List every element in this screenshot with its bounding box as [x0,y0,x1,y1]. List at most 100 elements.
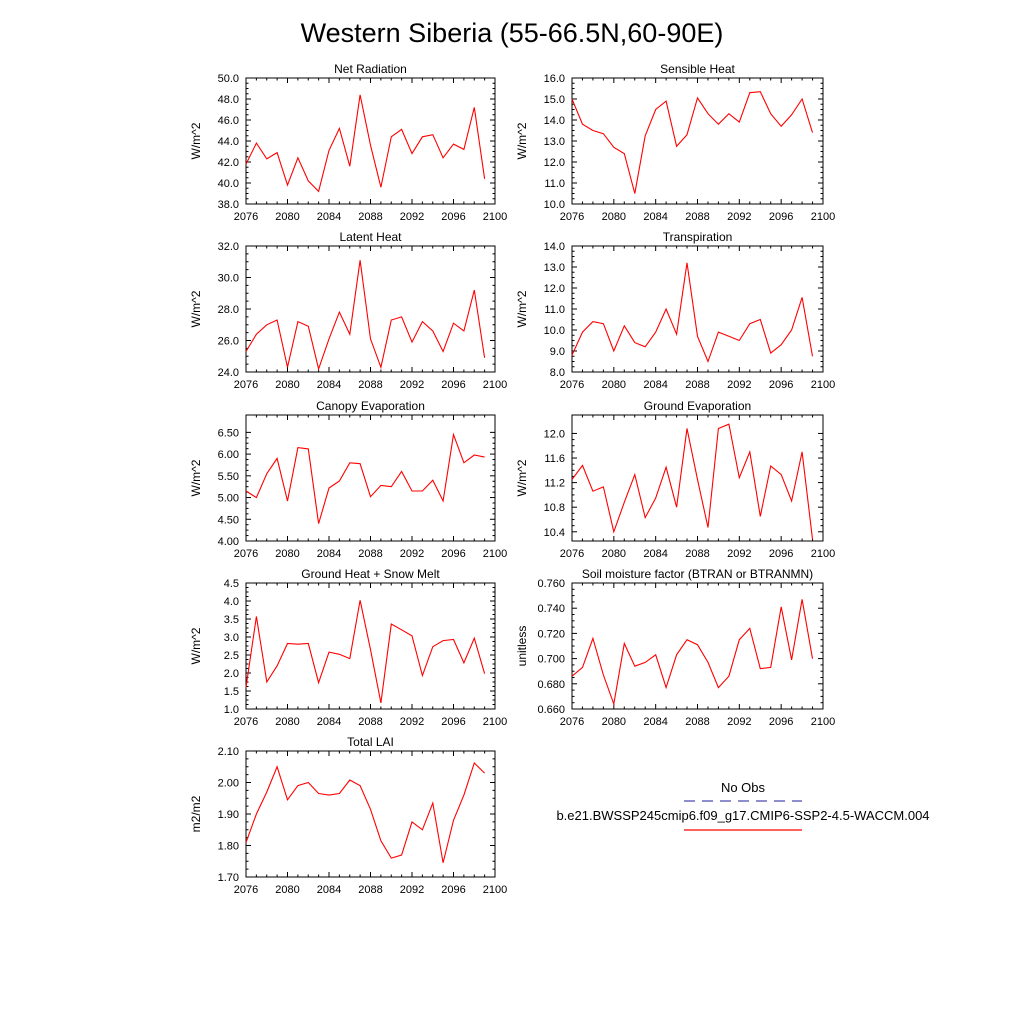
plot-frame [571,582,824,710]
y-tick-label: 12.0 [544,283,565,295]
panel-title: Canopy Evaporation [316,399,425,413]
y-axis-label: W/m^2 [189,459,203,496]
x-tick-label: 2096 [769,548,793,560]
x-tick-label: 2100 [811,716,835,728]
series-line [245,761,485,863]
y-tick-label: 4.0 [224,596,239,608]
x-tick-label: 2100 [483,716,507,728]
x-tick-label: 2096 [769,716,793,728]
y-axis-label: W/m^2 [515,122,529,159]
y-axis-label: unitless [515,626,529,667]
plot-frame [245,750,496,878]
x-tick-label: 2092 [400,211,424,223]
chart-panel: Total LAI m2/m2 2076 2080 2084 2088 2092 2096 21… [189,735,507,896]
y-tick-label: 1.0 [224,704,239,716]
y-tick-label: 1.90 [218,809,239,821]
x-tick-label: 2076 [234,379,258,391]
panel-title: Transpiration [663,230,733,244]
x-tick-label: 2092 [400,548,424,560]
y-tick-label: 44.0 [218,136,239,148]
x-tick-label: 2088 [358,211,382,223]
y-tick-label: 6.00 [218,449,239,461]
x-tick-label: 2096 [441,884,465,896]
x-tick-label: 2080 [602,548,626,560]
y-tick-label: 5.50 [218,471,239,483]
y-tick-label: 12.0 [544,428,565,440]
x-tick-label: 2092 [400,379,424,391]
y-tick-label: 14.0 [544,241,565,253]
x-tick-label: 2084 [643,379,667,391]
x-tick-label: 2084 [317,884,341,896]
x-tick-label: 2096 [769,211,793,223]
y-tick-label: 8.0 [550,367,565,379]
y-tick-label: 0.660 [537,704,565,716]
panel-title: Latent Heat [339,230,402,244]
chart-panel: Canopy Evaporation W/m^2 2076 2080 2084 2088 2… [189,399,507,560]
x-tick-label: 2100 [483,884,507,896]
y-tick-label: 50.0 [218,73,239,85]
x-tick-label: 2100 [483,379,507,391]
y-tick-label: 10.0 [544,199,565,211]
x-tick-label: 2076 [560,548,584,560]
y-tick-label: 28.0 [218,304,239,316]
y-tick-label: 3.5 [224,614,239,626]
y-axis-label: W/m^2 [189,290,203,327]
panel-title: Total LAI [347,735,394,749]
x-tick-label: 2076 [234,211,258,223]
y-tick-label: 1.80 [218,841,239,853]
panel-title: Sensible Heat [660,62,735,76]
x-tick-label: 2088 [685,211,709,223]
x-tick-label: 2084 [643,716,667,728]
series-line [245,600,486,704]
x-tick-label: 2100 [483,211,507,223]
x-tick-label: 2080 [602,379,626,391]
y-tick-label: 9.0 [550,346,565,358]
series-line [571,91,814,194]
y-tick-label: 13.0 [544,262,565,274]
plot-frame [571,245,824,373]
x-tick-label: 2096 [441,379,465,391]
x-tick-label: 2080 [275,379,299,391]
x-tick-label: 2084 [643,211,667,223]
y-tick-label: 0.680 [537,679,565,691]
x-tick-label: 2084 [317,716,341,728]
series-line [571,423,814,540]
y-tick-label: 0.720 [537,628,565,640]
x-tick-label: 2092 [727,548,751,560]
x-tick-label: 2100 [483,548,507,560]
chart-panel: Ground Heat + Snow Melt W/m^2 2076 2080 2084… [189,567,507,728]
panel-title: Net Radiation [334,62,407,76]
x-tick-label: 2080 [275,548,299,560]
series-line [571,262,814,364]
y-tick-label: 13.0 [544,136,565,148]
y-tick-label: 0.760 [537,578,565,590]
y-tick-label: 1.5 [224,686,239,698]
x-tick-label: 2088 [685,716,709,728]
x-tick-label: 2084 [317,211,341,223]
x-tick-label: 2076 [234,884,258,896]
x-tick-label: 2088 [358,548,382,560]
y-tick-label: 11.0 [544,178,565,190]
y-tick-label: 10.4 [544,527,565,539]
x-tick-label: 2092 [727,211,751,223]
y-tick-label: 40.0 [218,178,239,190]
panel-title: Soil moisture factor (BTRAN or BTRANMN) [582,567,813,581]
y-tick-label: 11.2 [544,478,565,490]
y-tick-label: 10.8 [544,502,565,514]
legend: No Obs b.e21.BWSSP245cmip6.f09_g17.CMIP6… [556,780,930,831]
y-tick-label: 4.00 [218,536,239,548]
x-tick-label: 2080 [602,211,626,223]
x-tick-label: 2096 [441,548,465,560]
x-tick-label: 2076 [560,211,584,223]
x-tick-label: 2092 [400,716,424,728]
y-tick-label: 10.0 [544,325,565,337]
y-tick-label: 15.0 [544,94,565,106]
y-tick-label: 2.5 [224,650,239,662]
x-tick-label: 2076 [234,716,258,728]
y-tick-label: 1.70 [218,872,239,884]
y-tick-label: 2.00 [218,778,239,790]
chart-panel: Sensible Heat W/m^2 2076 2080 2084 2088 2092 20… [515,62,835,223]
x-tick-label: 2084 [643,548,667,560]
x-tick-label: 2100 [811,211,835,223]
